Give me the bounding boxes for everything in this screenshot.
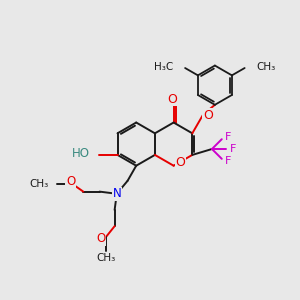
Text: O: O (96, 232, 106, 245)
Text: O: O (203, 109, 213, 122)
Text: CH₃: CH₃ (256, 62, 276, 72)
Text: F: F (224, 132, 231, 142)
Text: CH₃: CH₃ (96, 253, 116, 263)
Text: O: O (66, 175, 75, 188)
Text: CH₃: CH₃ (29, 179, 49, 189)
Text: N: N (112, 187, 121, 200)
Text: F: F (224, 156, 231, 166)
Text: O: O (176, 156, 185, 169)
Text: O: O (168, 93, 178, 106)
Text: HO: HO (72, 147, 90, 161)
Text: H₃C: H₃C (154, 62, 173, 72)
Text: F: F (230, 144, 236, 154)
